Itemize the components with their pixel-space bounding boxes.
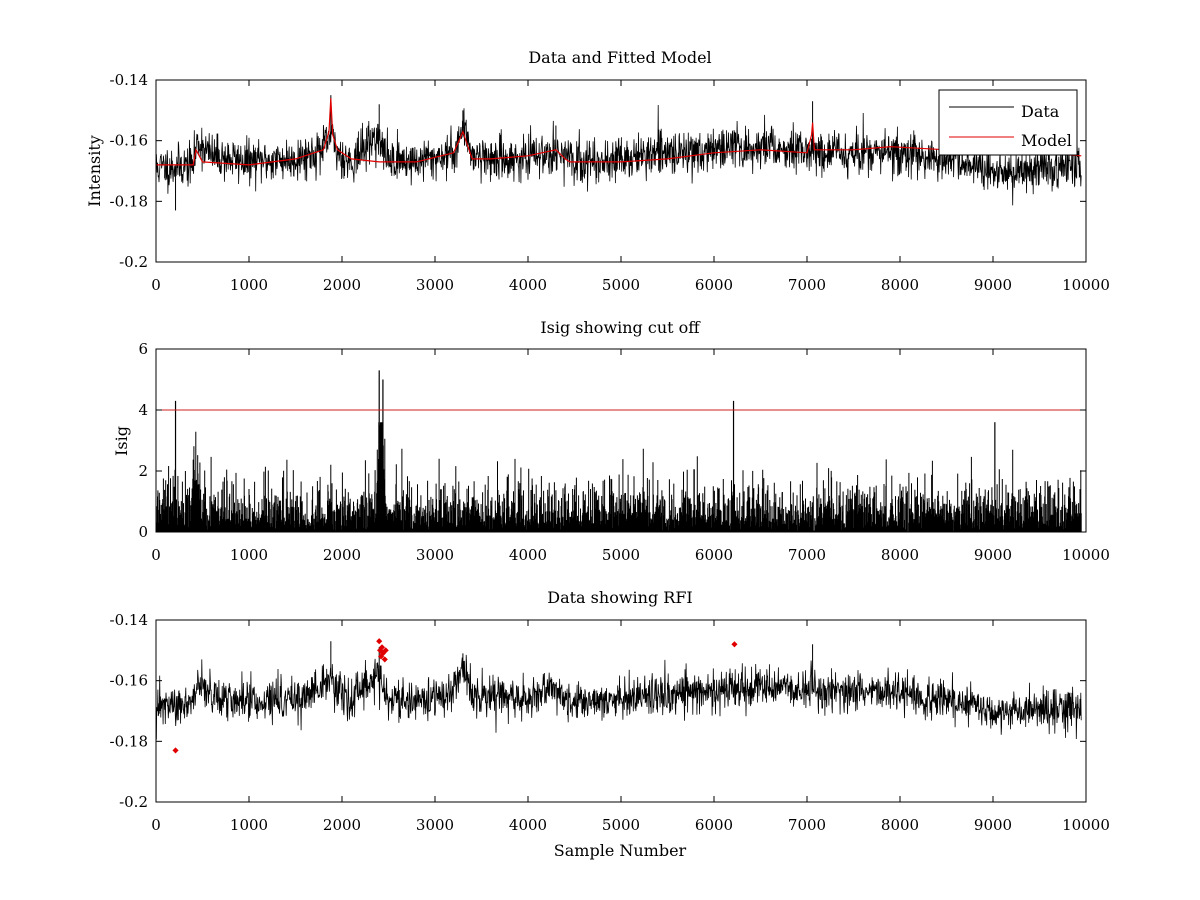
x-tick-label-top: 6000 [695,276,733,294]
y-axis-label-middle: Isig [112,426,131,456]
x-tick-label-bottom: 9000 [974,816,1012,834]
x-tick-label-middle: 0 [151,546,161,564]
x-tick-label-middle: 4000 [509,546,547,564]
x-tick-label-middle: 9000 [974,546,1012,564]
legend-box [938,89,1078,156]
series-group-top [155,95,1082,211]
plot-area-middle: 0 1000 2000 3000 4000 5000 6000 7000 8000 9000 100… [138,340,1109,564]
panel-middle: Isig showing cut off 0 1000 2000 3000 4000 50… [112,318,1110,564]
rfi-marker [378,644,386,651]
x-tick-label-bottom: 5000 [602,816,640,834]
data-line-top [155,104,1082,206]
x-tick-label-middle: 1000 [230,546,268,564]
x-tick-label-bottom: 3000 [416,816,454,834]
plot-area-top: 0 1000 2000 3000 4000 5000 6000 7000 8000 9000 100… [110,71,1110,294]
x-tick-label-top: 3000 [416,276,454,294]
x-tick-label-top: 0 [151,276,161,294]
x-tick-label-bottom: 8000 [881,816,919,834]
y-tick-label-top: -0.14 [110,71,148,89]
x-tick-label-top: 7000 [788,276,826,294]
x-tick-label-middle: 2000 [323,546,361,564]
x-tick-label-top: 1000 [230,276,268,294]
y-tick-label-top: -0.18 [110,192,148,210]
x-tick-label-bottom: 7000 [788,816,826,834]
model-line-top [156,98,1082,166]
y-tick-label-bottom: -0.14 [110,611,148,629]
legend: Data Model [938,89,1078,156]
x-tick-label-bottom: 6000 [695,816,733,834]
chart-title-bottom: Data showing RFI [547,588,692,607]
y-tick-label-middle: 4 [138,401,148,419]
chart-title-middle: Isig showing cut off [540,318,701,337]
rfi-marker [376,638,383,645]
rfi-marker [731,641,738,648]
x-tick-label-top: 4000 [509,276,547,294]
x-tick-label-middle: 8000 [881,546,919,564]
ticks-middle: 0 1000 2000 3000 4000 5000 6000 7000 8000 9000 100… [138,340,1109,564]
x-tick-label-top: 8000 [881,276,919,294]
rfi-marker [381,656,388,663]
x-tick-label-bottom: 1000 [230,816,268,834]
y-tick-label-top: -0.2 [119,253,148,271]
rfi-marker [382,647,389,654]
panel-top: Data and Fitted Model 0 1000 2000 3000 4000 5… [85,48,1110,294]
ticks-top: 0 1000 2000 3000 4000 5000 6000 7000 8000 9000 100… [110,71,1110,294]
panel-bottom: Data showing RFI 0 1000 2000 3000 4000 5000 60… [110,588,1110,860]
plot-area-bottom: 0 1000 2000 3000 4000 5000 6000 7000 8000 9000 100… [110,611,1110,834]
y-axis-label-top: Intensity [85,135,104,207]
x-tick-label-top: 5000 [602,276,640,294]
y-tick-label-bottom: -0.2 [119,793,148,811]
x-tick-label-middle: 7000 [788,546,826,564]
y-tick-label-bottom: -0.18 [110,732,148,750]
y-tick-label-bottom: -0.16 [110,672,148,690]
x-tick-label-bottom: 2000 [323,816,361,834]
x-tick-label-top: 2000 [323,276,361,294]
x-tick-label-middle: 5000 [602,546,640,564]
x-tick-label-top: 9000 [974,276,1012,294]
data-line-bottom [155,654,1082,740]
x-axis-label-bottom: Sample Number [554,841,687,860]
y-tick-label-middle: 6 [138,340,148,358]
y-tick-label-middle: 2 [138,462,148,480]
series-group-middle [155,370,1086,532]
rfi-marker [379,650,386,657]
x-tick-label-top: 10000 [1062,276,1110,294]
legend-label-model: Model [1021,131,1072,150]
series-group-bottom [155,638,1082,754]
rfi-marker [172,747,179,754]
y-tick-label-middle: 0 [138,523,148,541]
x-tick-label-bottom: 10000 [1062,816,1110,834]
y-tick-label-top: -0.16 [110,132,148,150]
x-tick-label-middle: 10000 [1062,546,1110,564]
x-tick-label-bottom: 0 [151,816,161,834]
rfi-marker [377,647,384,654]
ticks-bottom: 0 1000 2000 3000 4000 5000 6000 7000 8000 9000 100… [110,611,1110,834]
x-tick-label-bottom: 4000 [509,816,547,834]
legend-label-data: Data [1021,102,1060,121]
chart-title-top: Data and Fitted Model [528,48,711,67]
x-tick-label-middle: 3000 [416,546,454,564]
x-tick-label-middle: 6000 [695,546,733,564]
